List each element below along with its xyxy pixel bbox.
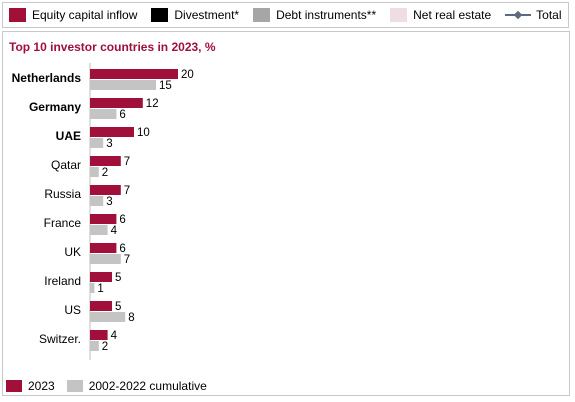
legend-label-equity: Equity capital inflow: [32, 8, 138, 22]
bar-2023: [90, 272, 112, 282]
series-label-cumulative: 2002-2022 cumulative: [88, 379, 207, 393]
series-legend-item-2023: 2023: [6, 379, 55, 393]
data-label: 6: [119, 214, 125, 226]
data-label: 3: [106, 138, 112, 150]
top-legend: Equity capital inflow Divestment* Debt i…: [2, 2, 569, 28]
data-label: 7: [124, 185, 130, 197]
legend-item-equity: Equity capital inflow: [9, 8, 137, 22]
legend-swatch-divestment: [151, 8, 169, 22]
category-label: UK: [64, 245, 81, 259]
bar-cumulative: [90, 80, 156, 90]
bar-cumulative: [90, 109, 117, 119]
bar-2023: [90, 185, 121, 195]
bar-2023: [90, 98, 143, 108]
data-label: 7: [124, 156, 130, 168]
data-label: 4: [111, 225, 118, 237]
bar-2023: [90, 156, 121, 166]
legend-item-divestment: Divestment*: [151, 8, 239, 22]
bar-cumulative: [90, 283, 95, 293]
category-label: Germany: [29, 100, 81, 114]
legend-swatch-equity: [9, 8, 26, 22]
category-label: Qatar: [51, 158, 81, 172]
chart-frame: [2, 31, 570, 396]
data-label: 7: [124, 254, 130, 266]
category-label: US: [64, 303, 81, 317]
bar-2023: [90, 69, 178, 79]
category-label: Ireland: [44, 274, 81, 288]
legend-swatch-debt: [253, 8, 271, 22]
bar-2023: [90, 301, 112, 311]
series-swatch-cumulative: [66, 380, 83, 392]
data-label: 6: [119, 109, 125, 121]
data-label: 15: [159, 80, 172, 92]
data-label: 2: [102, 341, 108, 353]
bar-cumulative: [90, 167, 99, 177]
legend-label-divestment: Divestment*: [174, 8, 240, 22]
data-label: 20: [181, 69, 194, 81]
data-label: 3: [106, 196, 112, 208]
legend-label-debt: Debt instruments**: [276, 8, 377, 22]
bar-2023: [90, 127, 134, 137]
data-label: 5: [115, 272, 121, 284]
series-legend: 2023 2002-2022 cumulative: [6, 376, 219, 396]
bar-cumulative: [90, 196, 104, 206]
category-label: UAE: [56, 129, 81, 143]
category-label: Netherlands: [12, 71, 82, 85]
series-label-2023: 2023: [28, 379, 55, 393]
data-label: 5: [115, 301, 121, 313]
legend-item-debt: Debt instruments**: [253, 8, 376, 22]
data-label: 10: [137, 127, 150, 139]
legend-line-total-icon: [505, 8, 532, 22]
data-label: 6: [119, 243, 125, 255]
chart-title: Top 10 investor countries in 2023, %: [9, 40, 216, 54]
legend-item-real-estate: Net real estate: [390, 8, 491, 22]
bar-2023: [90, 214, 117, 224]
bar-2023: [90, 243, 117, 253]
legend-label-total: Total: [536, 8, 562, 22]
bar-cumulative: [90, 341, 99, 351]
bar-cumulative: [90, 138, 104, 148]
category-label: Russia: [44, 187, 81, 201]
legend-swatch-real-estate: [390, 8, 408, 22]
bar-2023: [90, 330, 108, 340]
data-label: 8: [128, 312, 134, 324]
data-label: 4: [111, 330, 118, 342]
data-label: 1: [97, 283, 103, 295]
legend-item-total: Total: [505, 8, 562, 22]
data-label: 2: [102, 167, 108, 179]
bar-cumulative: [90, 254, 121, 264]
category-label: Switzer.: [39, 332, 81, 346]
bar-cumulative: [90, 312, 126, 322]
legend-label-real-estate: Net real estate: [413, 8, 492, 22]
series-legend-item-cumulative: 2002-2022 cumulative: [66, 379, 207, 393]
series-swatch-2023: [6, 380, 22, 392]
bar-cumulative: [90, 225, 108, 235]
data-label: 12: [146, 98, 159, 110]
category-label: France: [44, 216, 82, 230]
